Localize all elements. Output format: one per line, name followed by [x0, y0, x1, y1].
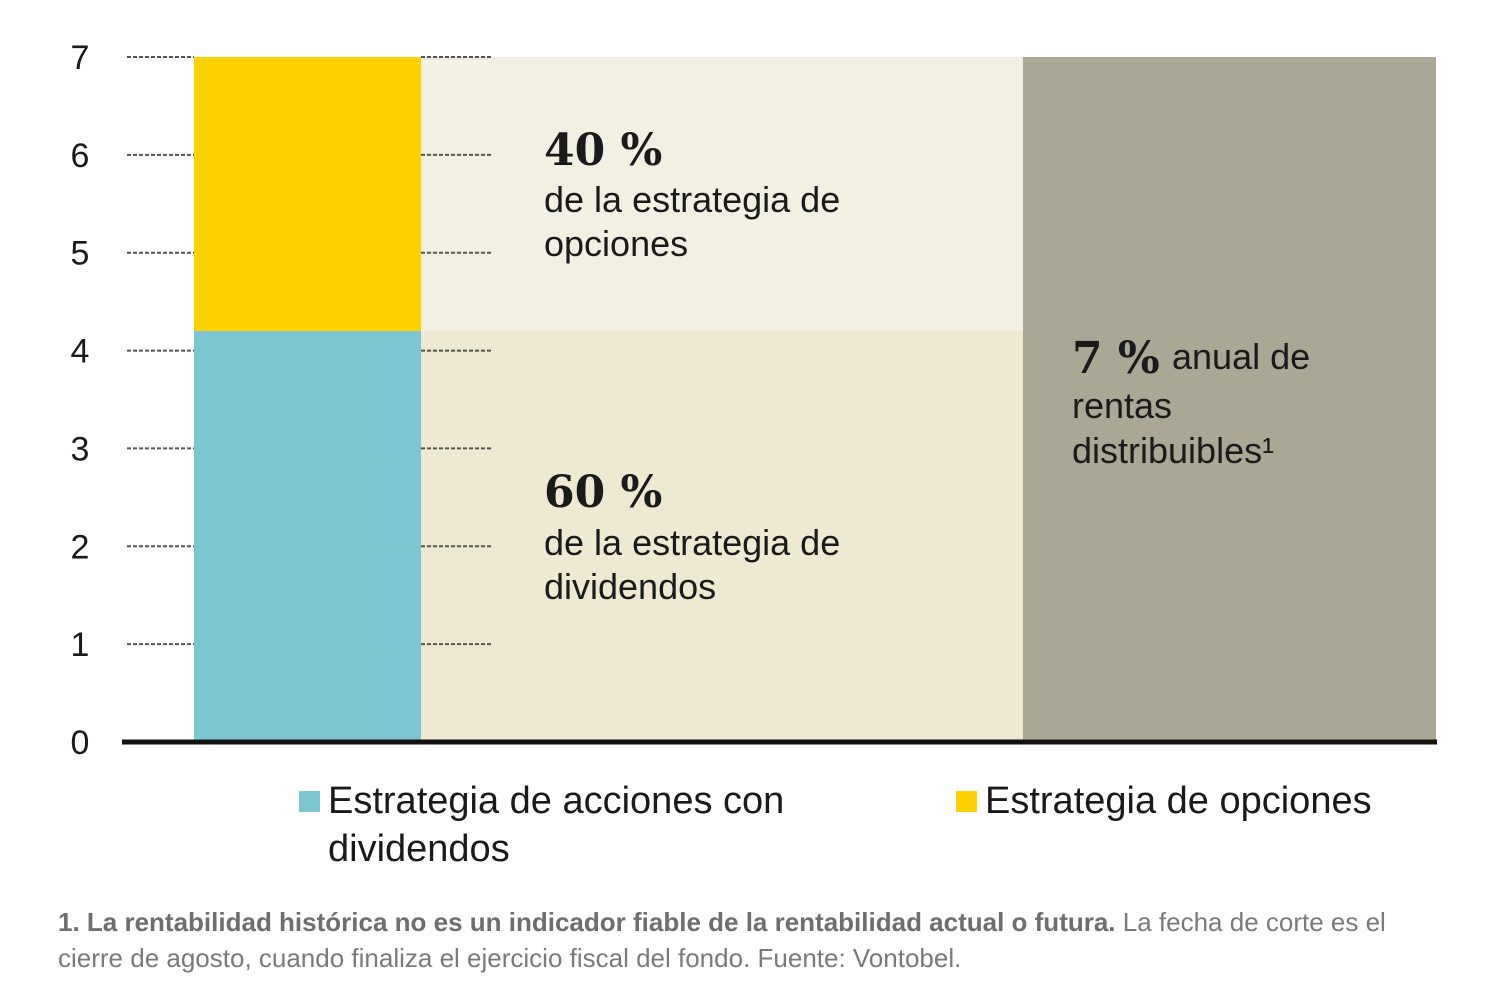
gridlines	[127, 56, 492, 646]
bar-segment-1	[194, 57, 421, 331]
y-tick-label-4: 4	[71, 333, 90, 371]
footnote-bold: 1. La rentabilidad histórica no es un in…	[58, 907, 1116, 937]
legend: Estrategia de acciones con dividendos Es…	[299, 780, 1372, 870]
annotation-total: 7 % anual de rentas distribuibles¹	[1072, 333, 1310, 471]
stacked-bar	[194, 57, 421, 742]
legend-swatch-options	[956, 791, 977, 812]
stacked-bar-chart: 0 1 2 3 4 5 6 7 40 % de la estrategia de opcion…	[71, 39, 1437, 870]
y-tick-label-1: 1	[71, 626, 90, 664]
bar-segment-0	[194, 331, 421, 742]
legend-label-dividends-line2: dividendos	[328, 828, 510, 870]
annotation-dividends-share: 60 % de la estrategia de dividendos	[544, 467, 840, 607]
y-tick-label-5: 5	[71, 235, 90, 273]
options-share-line2: opciones	[544, 223, 688, 264]
dividends-share-pct: 60 %	[544, 467, 662, 518]
legend-swatch-dividends	[299, 791, 320, 812]
y-tick-label-2: 2	[71, 528, 90, 566]
options-share-line1: de la estrategia de	[544, 179, 840, 220]
background-bands	[421, 57, 1436, 742]
total-line3: distribuibles¹	[1072, 430, 1274, 471]
footnote-text: La fecha de corte es el cierre de agosto…	[58, 907, 1386, 973]
dividends-share-band	[421, 331, 1023, 742]
total-rest: anual de	[1172, 336, 1310, 377]
total-line2: rentas	[1072, 385, 1172, 426]
y-tick-label-6: 6	[71, 137, 90, 175]
legend-label-options: Estrategia de opciones	[985, 780, 1372, 822]
options-share-band	[421, 57, 1023, 331]
y-tick-label-3: 3	[71, 430, 90, 468]
total-pct: 7 %	[1072, 333, 1160, 384]
dividends-share-line2: dividendos	[544, 566, 716, 607]
y-axis-ticks: 0 1 2 3 4 5 6 7	[71, 39, 90, 762]
annotation-options-share: 40 % de la estrategia de opciones	[544, 125, 840, 264]
options-share-pct: 40 %	[544, 125, 662, 176]
dividends-share-line1: de la estrategia de	[544, 522, 840, 563]
total-distribution-block	[1023, 57, 1436, 742]
y-tick-label-0: 0	[71, 724, 90, 762]
footnote: 1. La rentabilidad histórica no es un in…	[58, 904, 1458, 976]
y-tick-label-7: 7	[71, 39, 90, 77]
legend-label-dividends-line1: Estrategia de acciones con	[328, 780, 784, 822]
